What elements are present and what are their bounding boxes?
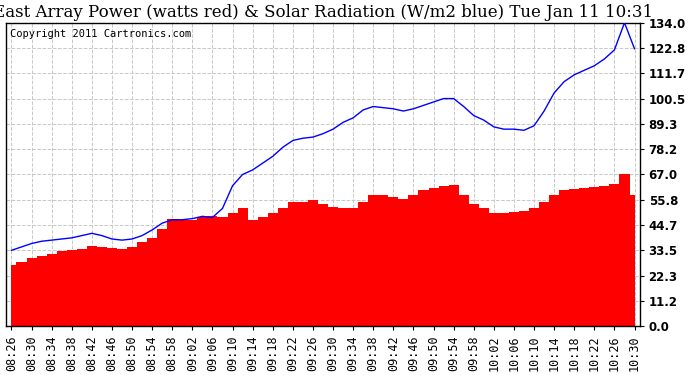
Text: Copyright 2011 Cartronics.com: Copyright 2011 Cartronics.com [10,29,191,39]
Title: East Array Power (watts red) & Solar Radiation (W/m2 blue) Tue Jan 11 10:31: East Array Power (watts red) & Solar Rad… [0,4,653,21]
